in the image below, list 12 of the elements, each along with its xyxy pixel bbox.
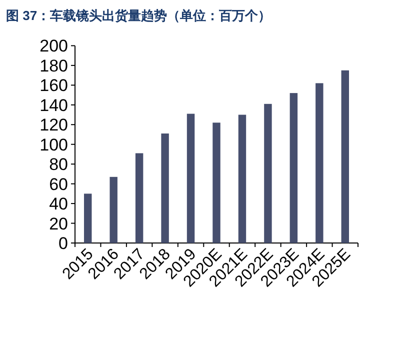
title: 图 37：车载镜头出货量趋势（单位：百万个） [6, 8, 272, 23]
y-tick-label: 40 [49, 194, 68, 214]
y-tick-label: 160 [40, 76, 68, 96]
y-tick-label: 200 [40, 36, 68, 56]
y-tick-label: 0 [58, 234, 68, 253]
y-tick-label: 100 [40, 135, 68, 154]
y-tick-label: 180 [40, 56, 68, 76]
y-tick-label: 60 [49, 174, 68, 194]
y-tick-label: 120 [40, 116, 68, 135]
y-tick-label: 140 [40, 96, 68, 115]
y-tick-label: 80 [49, 155, 68, 174]
y-tick-label: 20 [49, 214, 68, 234]
